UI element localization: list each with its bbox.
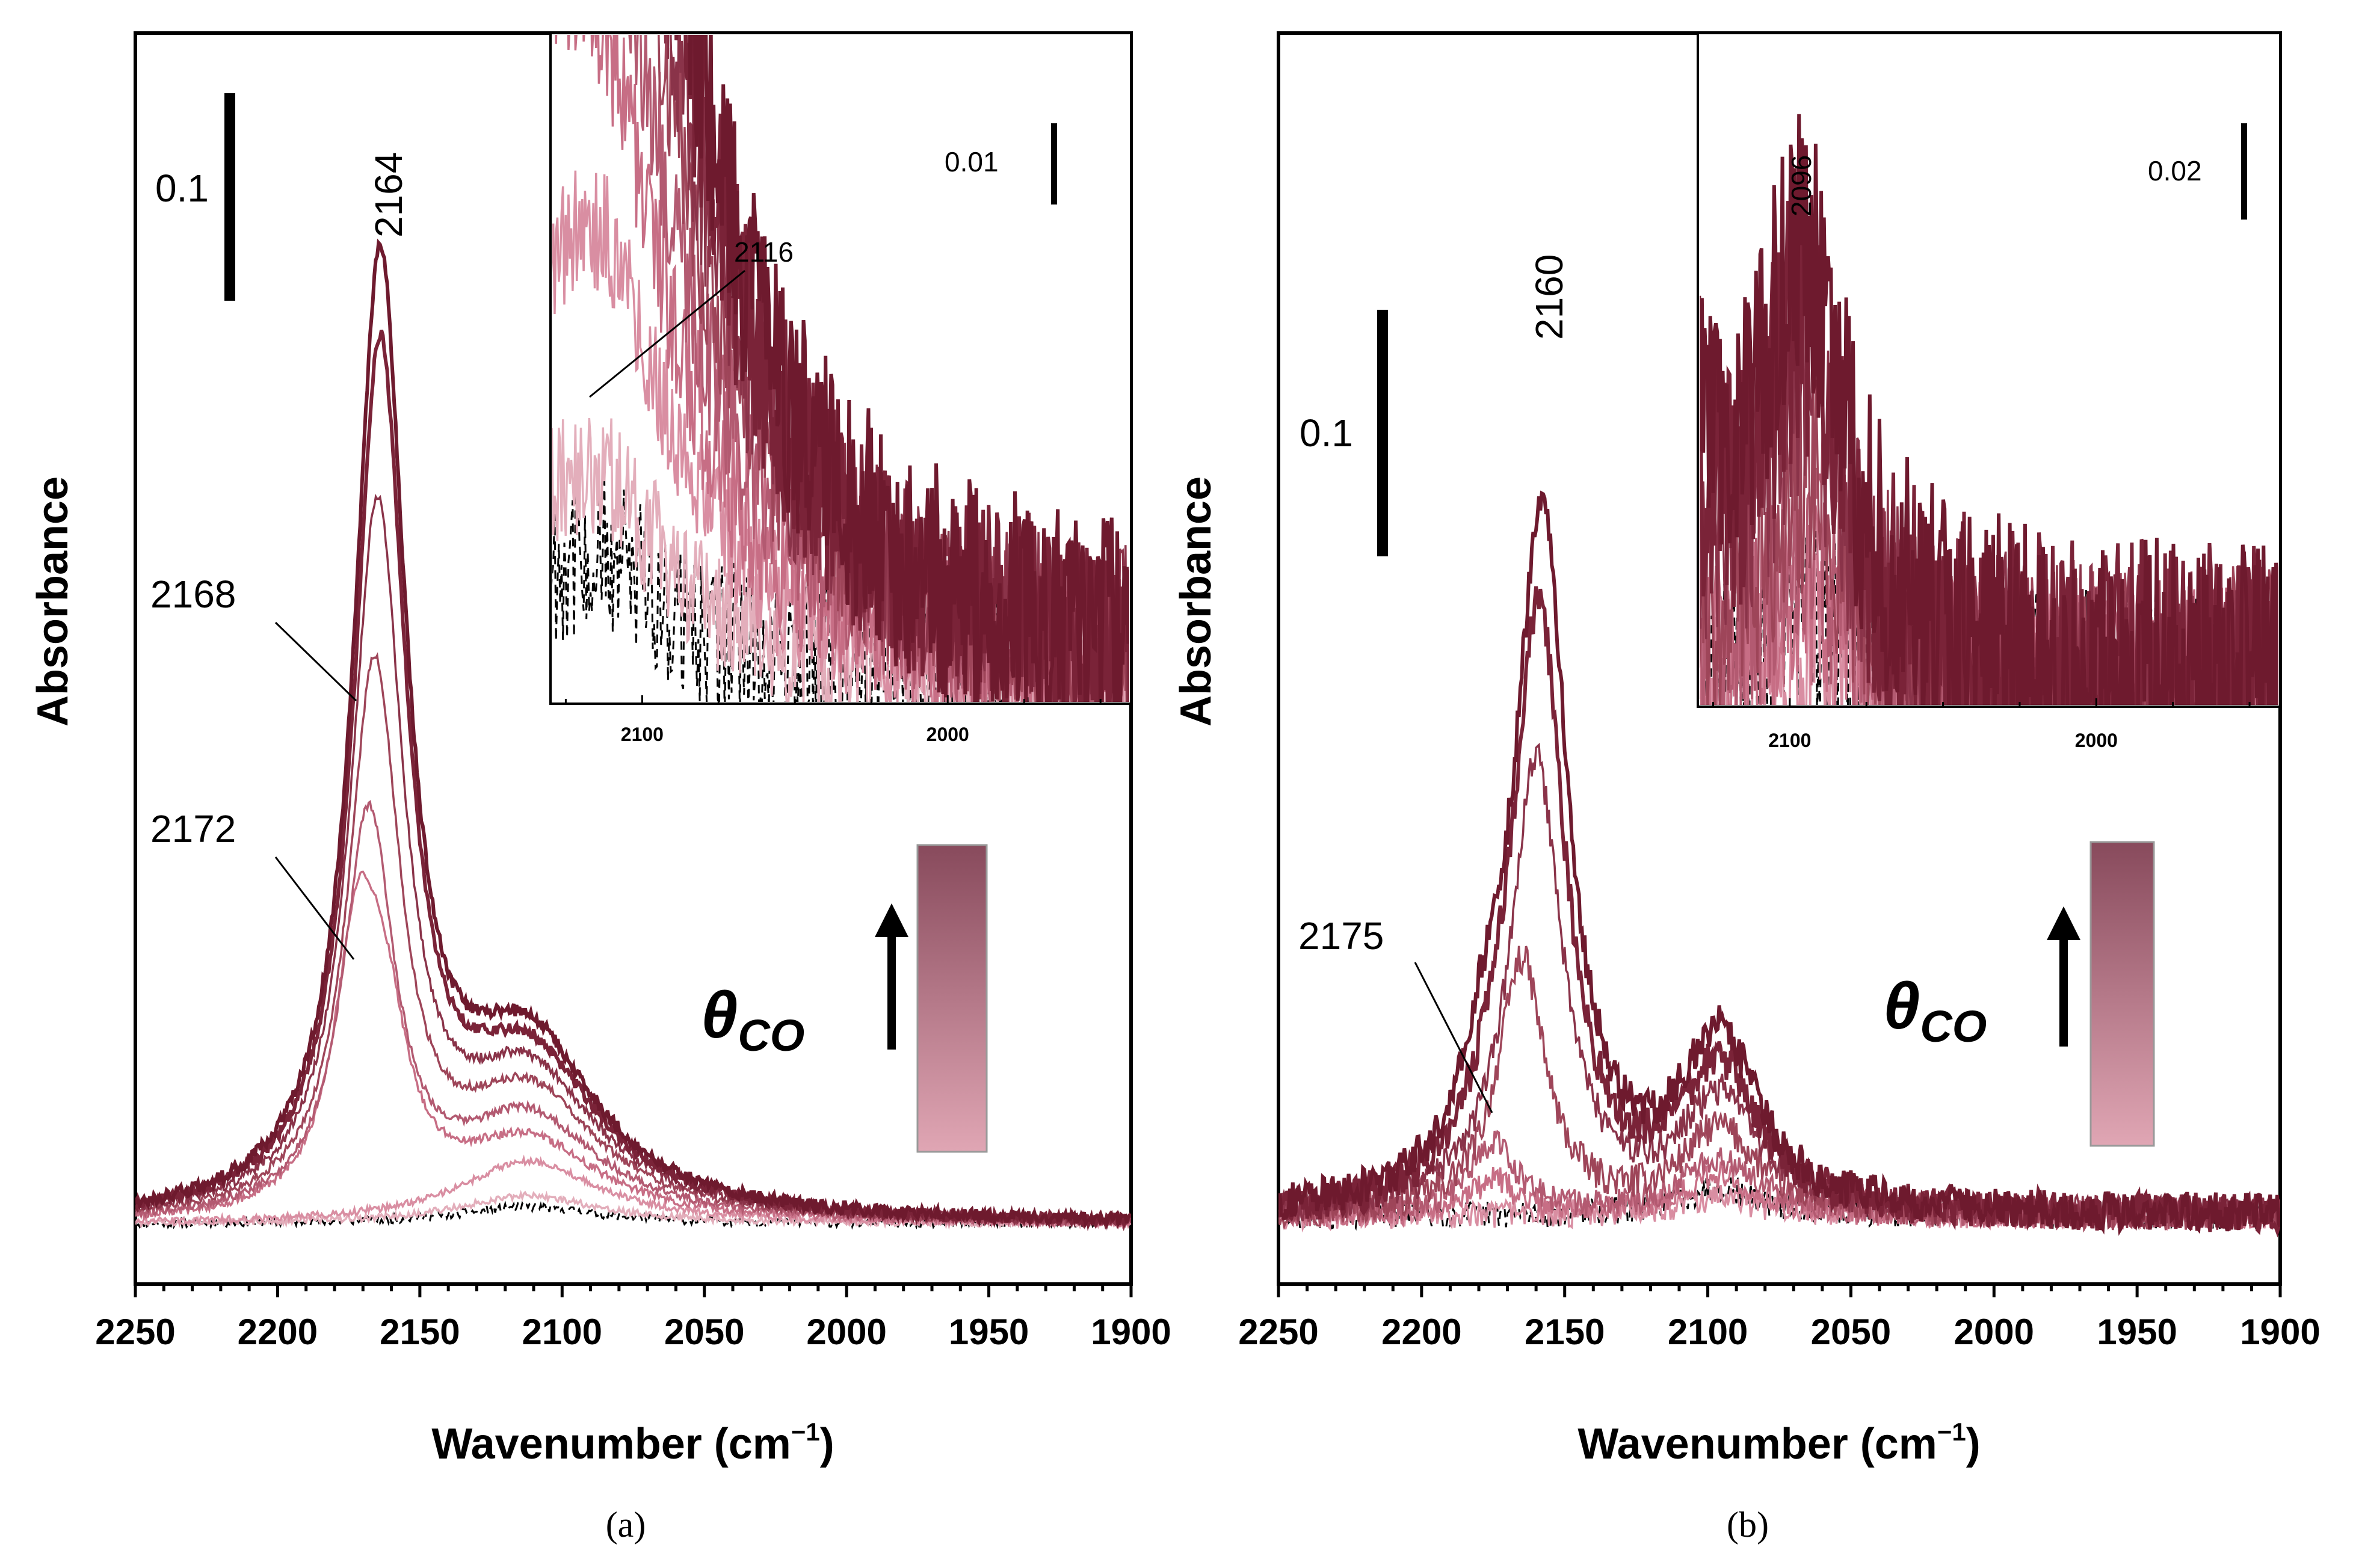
inset-scale-bar-label: 0.01 (945, 146, 999, 177)
inset-leader-line (589, 269, 745, 398)
annotation-2175: 2175 (1298, 914, 1384, 958)
inset-spectrum-s2 (552, 170, 1129, 702)
spectrum-s8 (135, 238, 1131, 1230)
theta-co-label: θCO (1883, 969, 1987, 1051)
inset-annotation-2096: 2096 (1786, 155, 1817, 217)
leader-line-2175 (1414, 962, 1493, 1113)
inset-x-tick-label: 2000 (2075, 730, 2118, 751)
x-axis-label: Wavenumber (cm−1) (1577, 1418, 1980, 1468)
inset-x-tick-label: 2100 (621, 724, 664, 745)
inset-annotation-2116: 2116 (734, 236, 794, 268)
x-axis-ticks: 2250 2200 2150 2100 2050 2000 1950 1900 (95, 1284, 1171, 1352)
annotation-2160: 2160 (1528, 254, 1571, 340)
x-tick-label: 2050 (1811, 1312, 1891, 1352)
panel-label-a: (a) (606, 1505, 646, 1545)
x-tick-label: 2150 (380, 1312, 460, 1352)
inset-series (552, 35, 1129, 702)
x-tick-label: 2100 (522, 1312, 602, 1352)
x-axis-label: Wavenumber (cm−1) (431, 1418, 834, 1468)
panel-b: 2250 2200 2150 2100 2050 2000 1950 1900 Absorba… (1172, 31, 2321, 1545)
inset-x-tick-label: 2100 (1768, 730, 1811, 751)
y-axis-label: Absorbance (1172, 476, 1220, 727)
panel-a: 2250 2200 2150 2100 2050 2000 1950 1900 Absorba… (29, 31, 1171, 1545)
scale-bar-label: 0.1 (155, 167, 209, 210)
panel-label-b: (b) (1727, 1505, 1769, 1545)
leader-line-2168 (274, 621, 357, 702)
scale-bar-label: 0.1 (1300, 411, 1353, 455)
coverage-gradient-bar (2089, 841, 2155, 1147)
y-axis-label: Absorbance (29, 476, 77, 727)
x-tick-label: 2200 (1381, 1312, 1461, 1352)
spectra-series (1278, 490, 2280, 1238)
spectrum-s2 (135, 1154, 1131, 1229)
x-tick-label: 1950 (949, 1312, 1029, 1352)
x-tick-label: 2150 (1525, 1312, 1605, 1352)
x-tick-label: 1900 (1091, 1312, 1171, 1352)
spectra-series (135, 238, 1131, 1232)
inset-series (1700, 114, 2278, 705)
theta-co-label: θCO (701, 978, 804, 1060)
inset-x-ticks: 2100 2000 (564, 695, 1102, 745)
spectrum-s5 (135, 652, 1131, 1228)
annotation-2168: 2168 (150, 573, 236, 616)
x-tick-label: 1900 (2240, 1312, 2320, 1352)
x-tick-label: 1950 (2097, 1312, 2177, 1352)
spectrum-s7 (1278, 490, 2280, 1236)
inset-spectrum-s7 (1700, 114, 2278, 705)
x-tick-label: 2000 (806, 1312, 886, 1352)
x-tick-label: 2100 (1668, 1312, 1748, 1352)
annotation-2172: 2172 (150, 807, 236, 850)
x-tick-label: 2250 (1238, 1312, 1318, 1352)
inset-spectrum-s7 (674, 35, 1129, 702)
spectrum-dashed (1278, 1177, 2280, 1231)
coverage-gradient-bar (916, 844, 988, 1153)
x-tick-label: 2200 (238, 1312, 318, 1352)
inset-spectrum-s8 (688, 35, 1129, 702)
x-axis-ticks: 2250 2200 2150 2100 2050 2000 1950 1900 (1238, 1284, 2321, 1352)
x-tick-label: 2050 (664, 1312, 744, 1352)
inset-x-tick-label: 2000 (927, 724, 969, 745)
inset-scale-bar-label: 0.02 (2148, 155, 2202, 186)
x-tick-label: 2250 (95, 1312, 175, 1352)
x-tick-label: 2000 (1954, 1312, 2034, 1352)
leader-line-2172 (274, 856, 355, 960)
annotation-2164: 2164 (367, 152, 410, 238)
inset-x-ticks: 2100 2000 (1712, 698, 2251, 751)
